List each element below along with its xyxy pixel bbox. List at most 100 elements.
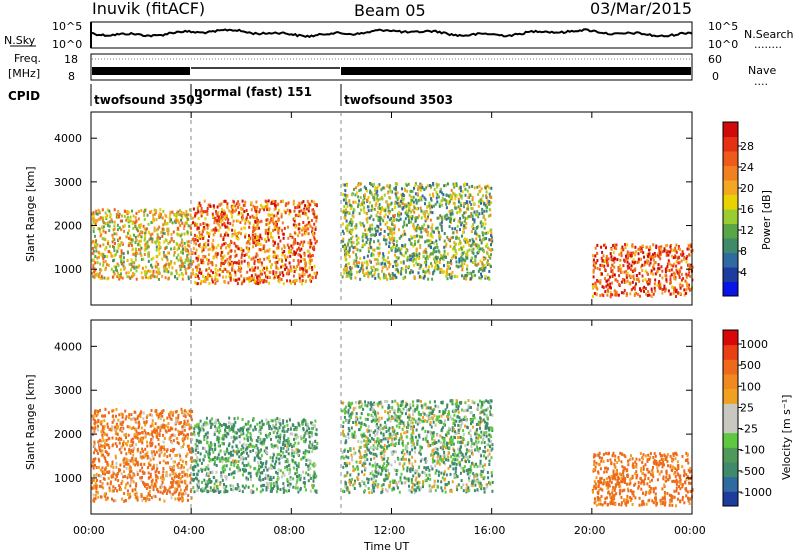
velocity-cell	[130, 449, 133, 452]
velocity-cell	[125, 452, 128, 456]
power-cell	[394, 245, 397, 249]
power-cell	[126, 275, 129, 279]
power-cell	[246, 277, 249, 281]
velocity-cell	[166, 474, 169, 478]
velocity-cell	[157, 471, 160, 474]
power-cell	[181, 263, 183, 267]
power-cell	[293, 219, 296, 223]
power-cell	[400, 270, 403, 274]
power-cell	[599, 281, 602, 285]
velocity-cell	[168, 414, 171, 418]
power-cell	[396, 191, 399, 195]
power-cell	[631, 260, 634, 264]
power-cell	[135, 249, 138, 253]
velocity-cell	[128, 467, 131, 471]
power-cell	[411, 189, 414, 193]
power-cell	[354, 245, 356, 249]
velocity-cell	[160, 448, 163, 451]
velocity-cell	[146, 497, 148, 501]
power-cell	[623, 280, 626, 284]
power-cell	[644, 278, 647, 282]
power-cell	[157, 262, 160, 266]
power-cell	[465, 255, 468, 259]
power-cell	[655, 244, 658, 248]
power-cell	[606, 273, 609, 277]
power-cell	[363, 261, 366, 265]
velocity-cell	[129, 475, 132, 479]
power-cell	[275, 255, 278, 259]
power-cell	[647, 290, 650, 293]
power-cell	[415, 247, 418, 251]
power-cell	[671, 254, 674, 258]
power-cell	[344, 193, 347, 197]
velocity-cell	[149, 458, 152, 462]
velocity-cell	[159, 485, 162, 489]
power-cell	[448, 239, 451, 243]
power-cell	[476, 210, 479, 214]
power-cell	[600, 256, 603, 260]
power-cell	[266, 249, 269, 253]
power-cell	[391, 236, 394, 240]
power-cell	[240, 282, 243, 286]
power-cell	[132, 271, 134, 275]
power-cell	[257, 235, 260, 239]
power-cell	[449, 212, 452, 216]
velocity-cell	[262, 478, 265, 481]
power-cell	[151, 265, 154, 269]
power-cell	[155, 209, 158, 213]
power-cell	[394, 213, 396, 217]
power-cell	[158, 277, 160, 281]
power-cell	[223, 254, 226, 258]
power-cell	[349, 266, 351, 269]
power-cell	[450, 274, 453, 278]
velocity-cell	[270, 437, 272, 441]
velocity-cell	[138, 432, 141, 435]
power-cell	[303, 240, 306, 244]
power-cell	[667, 253, 670, 257]
velocity-cell	[267, 420, 270, 424]
power-cell	[208, 234, 210, 238]
power-cell	[392, 214, 394, 218]
velocity-cell	[151, 432, 153, 436]
power-cell	[136, 229, 139, 233]
power-cell	[283, 244, 286, 248]
velocity-cell	[99, 474, 102, 478]
power-cell	[155, 260, 158, 264]
power-cell	[267, 232, 269, 235]
power-cell	[431, 229, 434, 233]
power-cell	[478, 184, 481, 188]
power-cell	[649, 279, 651, 283]
power-cell	[641, 269, 644, 273]
power-cell	[398, 236, 401, 240]
power-cell	[268, 208, 270, 212]
power-cell	[402, 205, 405, 209]
velocity-cell	[186, 419, 189, 423]
velocity-cell	[293, 451, 296, 455]
power-cell	[194, 212, 197, 215]
velocity-cell	[93, 421, 96, 425]
power-cell	[361, 264, 363, 268]
power-cell	[245, 209, 248, 212]
power-cell	[172, 240, 175, 243]
power-cell	[164, 238, 167, 242]
power-cell	[273, 226, 276, 229]
power-cell	[107, 240, 110, 244]
power-cell	[391, 208, 394, 212]
velocity-cell	[161, 474, 164, 478]
power-cell	[474, 257, 477, 261]
power-cell	[484, 276, 487, 280]
power-cell	[302, 221, 305, 224]
power-cell	[199, 236, 202, 240]
power-cell	[465, 238, 468, 242]
power-cell	[227, 227, 230, 231]
power-cell	[384, 274, 387, 277]
power-cell	[350, 240, 353, 244]
velocity-cell	[95, 473, 98, 476]
power-cell	[479, 247, 482, 251]
power-cell	[158, 252, 161, 256]
power-cell	[273, 201, 276, 205]
power-cell	[315, 239, 318, 243]
velocity-cell	[98, 445, 101, 449]
velocity-cell	[190, 496, 193, 500]
power-cell	[153, 275, 156, 279]
